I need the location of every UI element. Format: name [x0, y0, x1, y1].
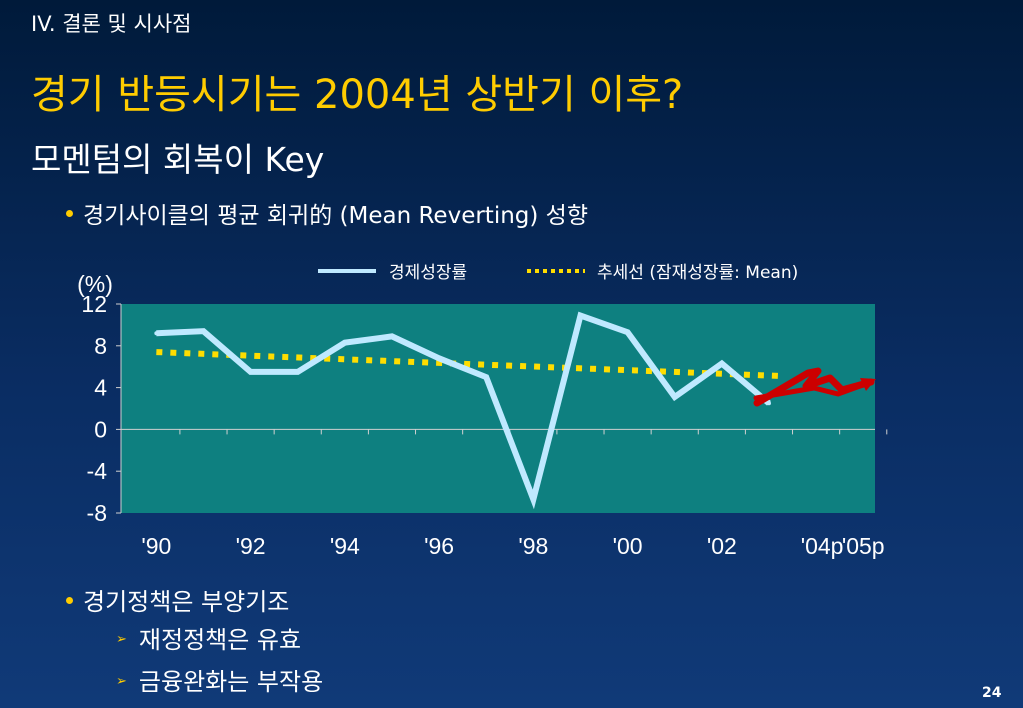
sub-bullet-text: 재정정책은 유효 — [138, 626, 302, 654]
bullet-text: 경기정책은 부양기조 — [83, 588, 290, 616]
x-tick-label: '04p — [801, 533, 844, 559]
x-tick-label: '94 — [330, 533, 360, 559]
legend-label-growth: 경제성장률 — [389, 263, 467, 283]
x-axis: '90 '92 '94 '96 '98 '00 '02 '04p'05p — [121, 428, 888, 559]
growth-rate-point — [766, 401, 771, 406]
growth-rate-point — [484, 375, 489, 380]
x-tick-label: '96 — [424, 533, 454, 559]
arrowhead-bullet-icon: ➢ — [116, 673, 127, 689]
trend-line-series — [156, 349, 784, 380]
x-tick-label: '00 — [613, 533, 643, 559]
growth-rate-point — [437, 356, 442, 361]
slide-title: 경기 반등시기는 2004년 상반기 이후? — [31, 72, 684, 118]
growth-rate-point — [531, 497, 536, 502]
growth-rate-point — [389, 334, 394, 339]
y-tick-label: -4 — [87, 458, 108, 484]
section-heading: IV. 결론 및 시사점 — [31, 12, 192, 36]
x-tick-label: '90 — [141, 533, 171, 559]
y-tick-label: 4 — [94, 375, 107, 401]
y-tick-label: 8 — [94, 333, 107, 359]
growth-rate-series — [156, 311, 771, 510]
growth-rate-point — [248, 369, 253, 374]
chart-legend: 경제성장률 추세선 (잠재성장률: Mean) — [318, 263, 798, 283]
growth-rate-point — [295, 369, 300, 374]
bullet-item: 경기정책은 부양기조 — [66, 582, 289, 617]
x-tick-label: '05p — [842, 533, 885, 559]
growth-rate-point — [342, 340, 347, 345]
x-tick-label: '02 — [707, 533, 737, 559]
growth-rate-point — [672, 395, 677, 400]
y-axis: 12 8 4 0 -4 -8 — [81, 291, 122, 526]
slide-subtitle: 모멘텀의 회복이 Key — [31, 140, 325, 179]
growth-rate-point — [625, 330, 630, 335]
x-tick-label: '98 — [518, 533, 548, 559]
series-group — [154, 311, 784, 510]
growth-rate-point — [578, 313, 583, 318]
bullet-text: 경기사이클의 평균 회귀的 (Mean Reverting) 성향 — [83, 203, 588, 229]
growth-rate-point — [201, 329, 206, 334]
y-tick-label: -8 — [87, 500, 107, 526]
growth-rate-point — [154, 331, 159, 336]
sub-bullet-item: ➢ 금융완화는 부작용 — [116, 662, 323, 697]
x-tick-label: '92 — [236, 533, 266, 559]
sub-bullet-text: 금융완화는 부작용 — [138, 668, 324, 696]
page-number: 24 — [982, 685, 1002, 701]
annotation-stroke — [753, 383, 863, 401]
legend-label-trend: 추세선 (잠재성장률: Mean) — [597, 263, 798, 283]
y-axis-label: (%) — [77, 271, 113, 297]
y-tick-label: 12 — [81, 291, 107, 317]
red-arrow-annotation — [753, 367, 876, 407]
bullet-dot-icon — [66, 210, 73, 217]
bullet-dot-icon — [66, 596, 73, 604]
y-tick-label: 0 — [94, 416, 107, 442]
arrowhead-bullet-icon: ➢ — [116, 631, 127, 647]
arrowhead-icon — [860, 378, 876, 391]
sub-bullet-item: ➢ 재정정책은 유효 — [116, 620, 301, 655]
growth-rate-point — [719, 361, 724, 366]
bullet-item: 경기사이클의 평균 회귀的 (Mean Reverting) 성향 — [66, 196, 588, 230]
